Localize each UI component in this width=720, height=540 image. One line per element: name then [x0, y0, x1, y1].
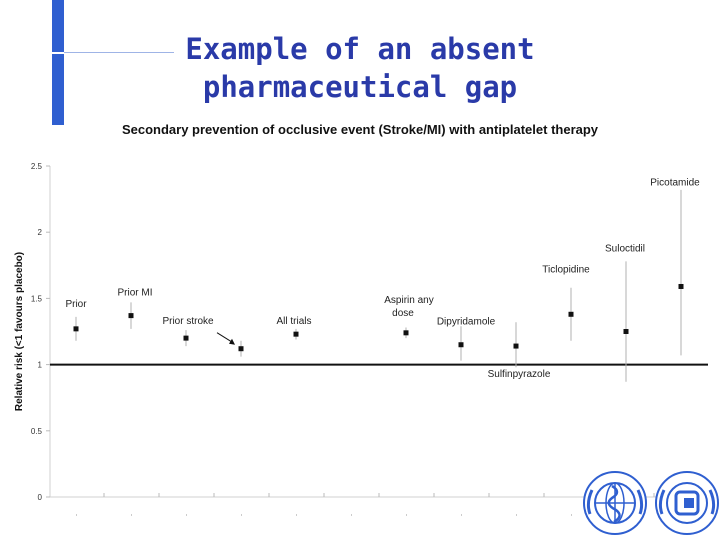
data-point — [458, 342, 464, 348]
point-label: Prior MI — [118, 288, 153, 299]
y-axis-label: Relative risk (<1 favours placebo) — [14, 252, 25, 411]
data-point — [73, 326, 79, 332]
point-label: Aspirin any — [384, 295, 433, 306]
chart-title: Secondary prevention of occlusive event … — [121, 122, 599, 137]
point-label: Sulfinpyrazole — [488, 369, 551, 380]
annotation-arrow — [216, 332, 234, 344]
data-point — [678, 283, 684, 289]
y-tick-label: 2 — [38, 228, 43, 237]
accent-bar — [52, 0, 64, 125]
y-tick-label: 0 — [38, 493, 43, 502]
y-tick-label: 1 — [38, 361, 43, 370]
y-tick-label: 1.5 — [31, 294, 43, 303]
y-tick-label: 2.5 — [31, 162, 43, 171]
y-tick-label: 0.5 — [31, 427, 43, 436]
point-label: Prior stroke — [162, 316, 214, 327]
accent-bar-divider — [52, 52, 64, 54]
data-point — [623, 329, 629, 334]
point-label-line-2: dose — [392, 308, 414, 319]
accent-rule — [64, 52, 174, 53]
point-label: Ticlopidine — [542, 264, 590, 275]
slide-title: Example of an absent pharmaceutical gap — [100, 30, 620, 106]
annotation-arrowhead — [229, 338, 235, 345]
data-point — [128, 313, 134, 319]
data-point — [183, 335, 189, 341]
point-label: Dipyridamole — [437, 317, 496, 328]
data-point — [238, 346, 244, 352]
data-point — [513, 343, 519, 349]
fip-emblem-icon — [655, 471, 719, 535]
point-label: Suloctidil — [605, 244, 645, 255]
data-point — [293, 331, 299, 337]
data-point — [403, 330, 409, 336]
point-label: Prior — [65, 299, 87, 310]
point-label: Picotamide — [650, 177, 700, 188]
slide-title-line-2: pharmaceutical gap — [202, 70, 518, 104]
point-label: All trials — [276, 316, 311, 327]
data-point — [568, 311, 574, 317]
slide-title-line-1: Example of an absent — [185, 32, 535, 66]
who-emblem-icon — [583, 471, 647, 535]
